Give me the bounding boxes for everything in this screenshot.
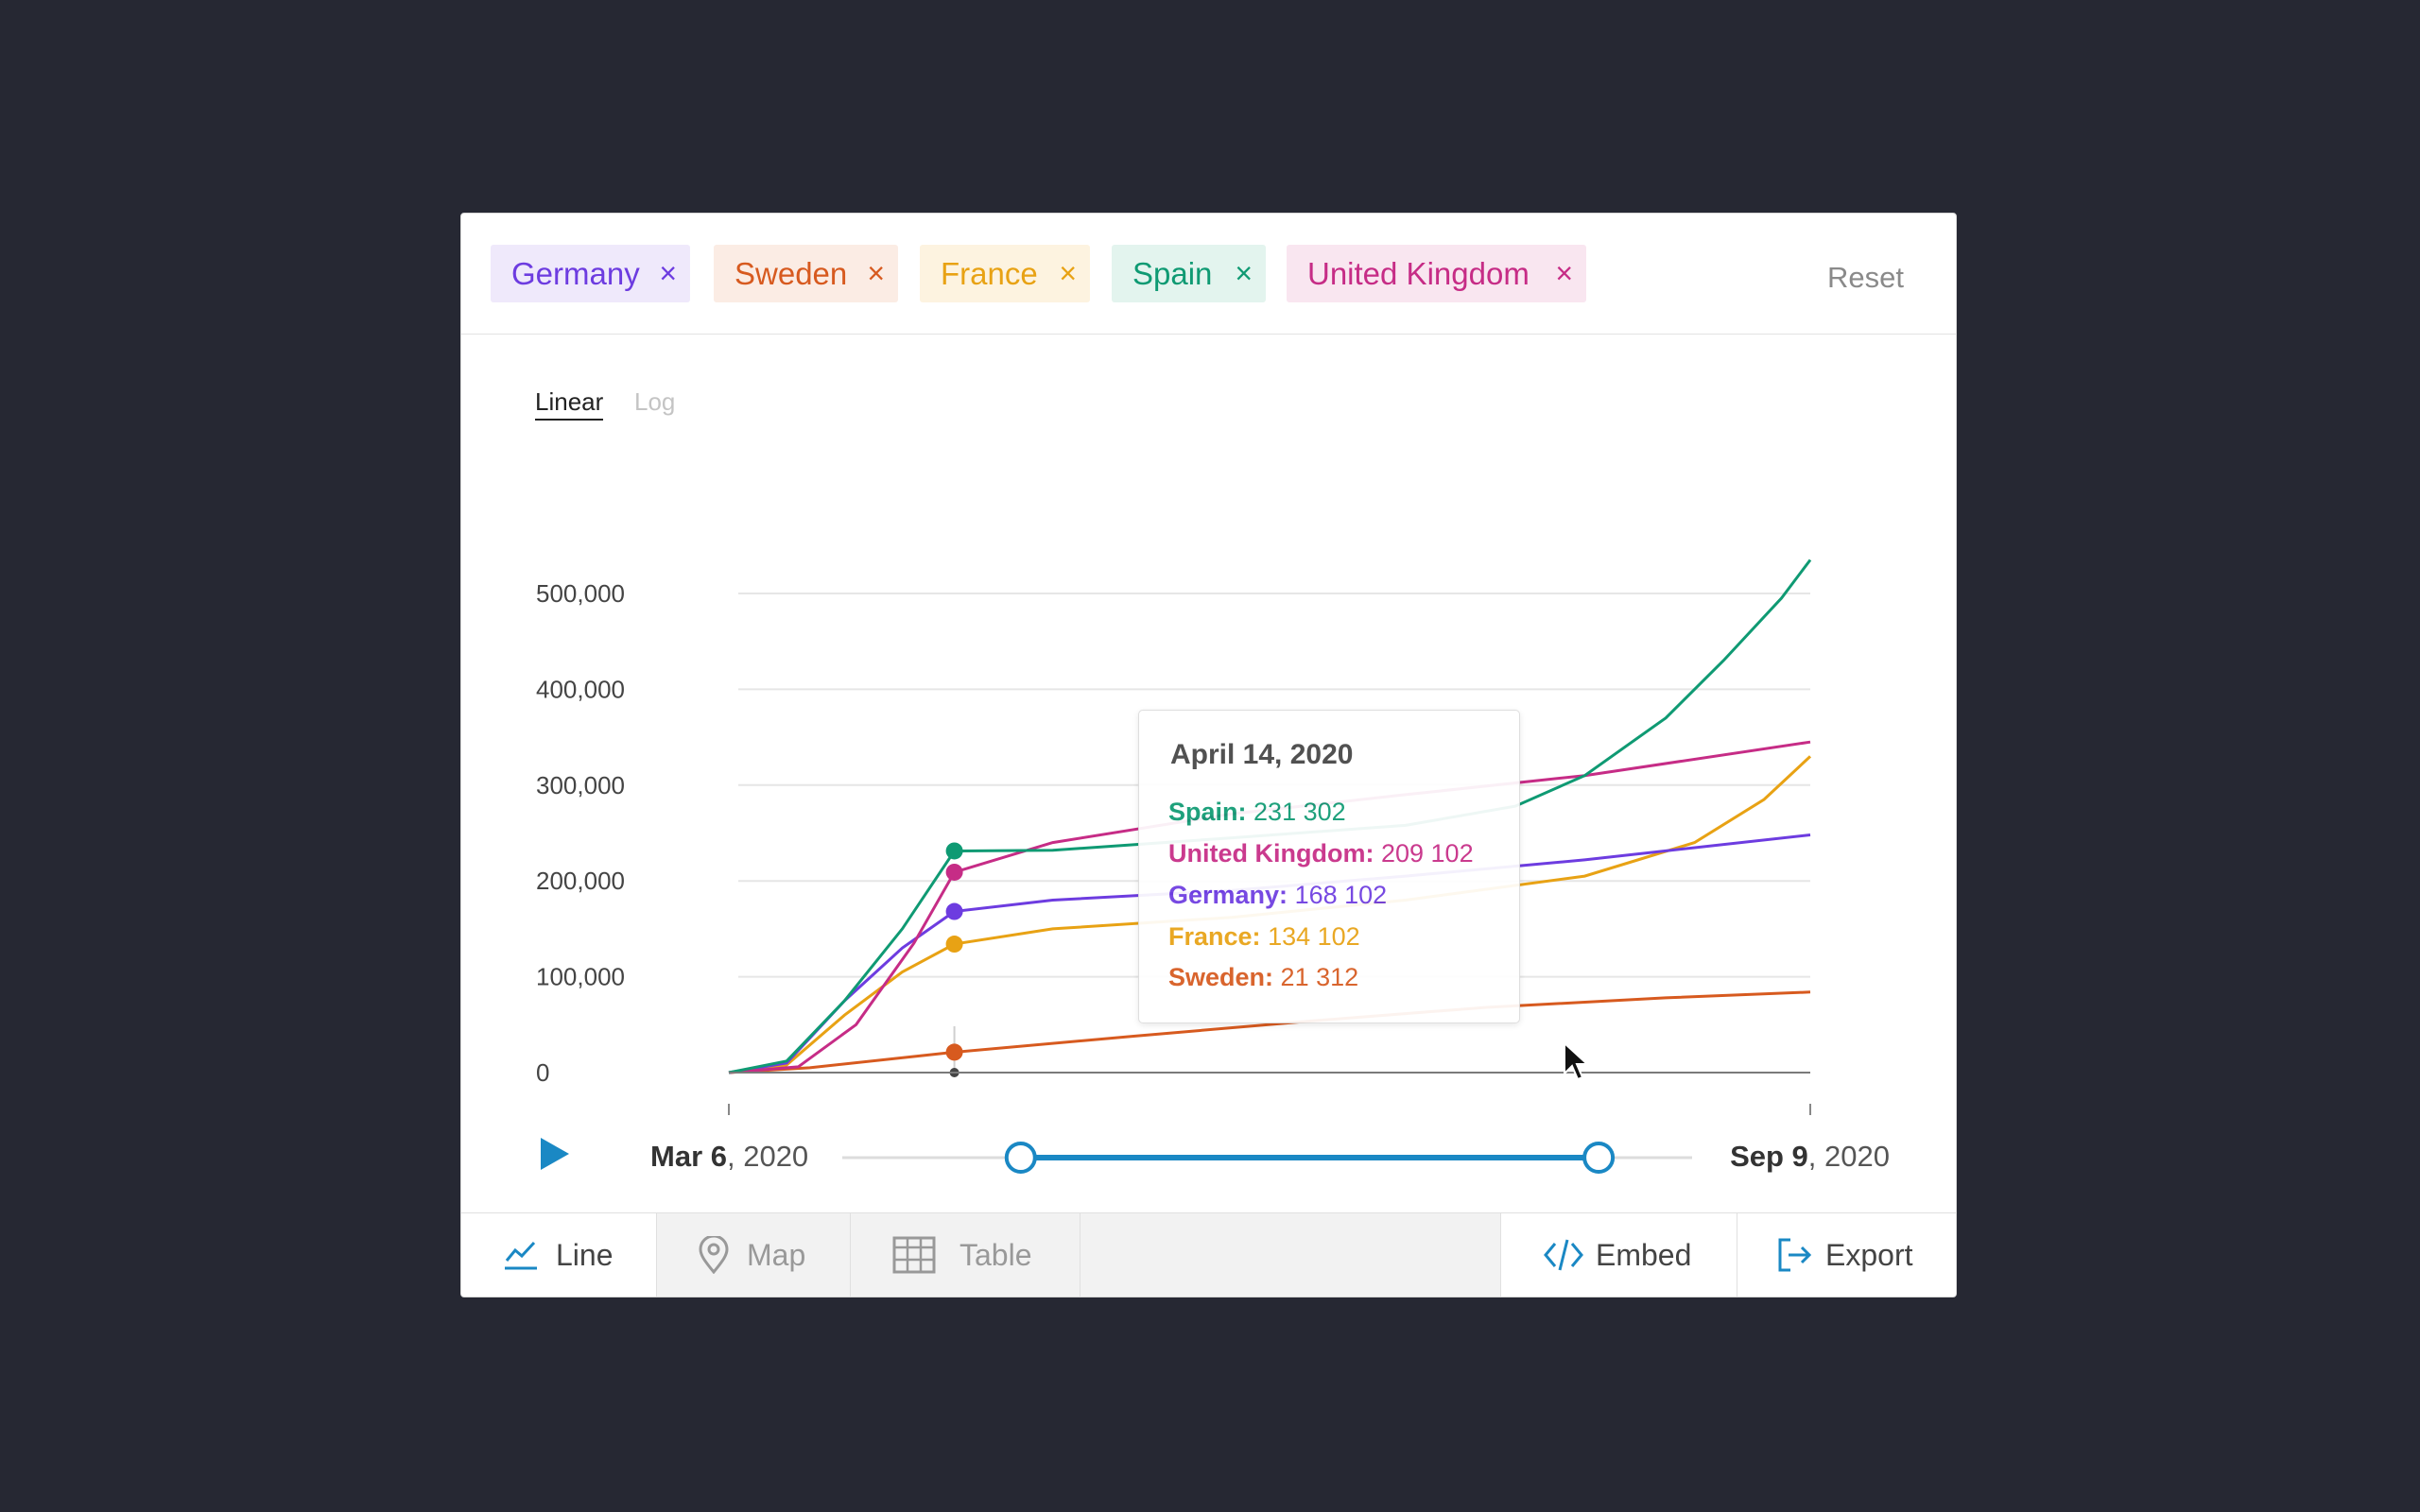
chip-spain[interactable]: Spain × [1112,245,1266,302]
y-tick-label: 100,000 [536,963,625,991]
map-pin-icon [699,1236,729,1274]
timeline-slider[interactable] [461,214,1957,1215]
chip-sweden[interactable]: Sweden × [714,245,898,302]
tooltip-value: 168 102 [1294,881,1388,909]
end-date-year: , 2020 [1807,1140,1890,1173]
remove-germany-icon[interactable]: × [659,256,677,290]
series-line-sweden [728,990,1811,1074]
mouse-pointer-icon [1564,1041,1590,1081]
remove-france-icon[interactable]: × [1059,256,1077,290]
chip-france[interactable]: France × [920,245,1090,302]
tooltip-value: 209 102 [1380,839,1474,868]
tooltip-country: United Kingdom: [1168,839,1374,868]
linear-scale-toggle[interactable]: Linear [535,387,604,421]
tooltip-row-sweden: Sweden: 21 312 [1168,963,1358,992]
y-tick-label: 300,000 [536,771,625,799]
remove-united-kingdom-icon[interactable]: × [1555,256,1573,290]
y-tick-label: 500,000 [536,579,625,608]
y-tick-label: 0 [536,1058,549,1087]
country-selector: Germany × Sweden × France × Spain × United K… [461,214,1956,335]
slider-start-handle[interactable] [1004,1142,1037,1174]
tooltip-country: France: [1168,922,1261,951]
export-label: Export [1825,1238,1913,1272]
end-date-bold: Sep 9 [1730,1140,1808,1173]
tab-map[interactable]: Map [657,1213,851,1297]
tab-table-label: Table [959,1238,1032,1272]
y-axis-ticks: 0 100,000 200,000 300,000 400,000 500,000 [536,579,625,1087]
tab-map-label: Map [747,1238,806,1272]
tab-table[interactable]: Table [851,1213,1080,1297]
chip-germany[interactable]: Germany × [491,245,690,302]
tooltip-row-united-kingdom: United Kingdom: 209 102 [1168,839,1474,868]
tooltip-value: 21 312 [1280,963,1359,991]
timeline-end-date: Sep 9, 2020 [1730,1140,1890,1174]
hover-point [945,902,963,920]
tooltip-country: Germany: [1168,881,1288,909]
reset-button[interactable]: Reset [1827,261,1904,294]
hover-point [945,842,963,860]
code-icon [1544,1239,1583,1271]
tooltip-row-germany: Germany: 168 102 [1168,881,1387,910]
chip-label: Sweden [735,256,848,291]
hover-tooltip: April 14, 2020 Spain: 231 302 United Kin… [1138,710,1520,1023]
slider-end-handle[interactable] [1582,1142,1616,1174]
table-icon [892,1236,936,1274]
y-tick-label: 400,000 [536,675,625,703]
line-chart-icon [505,1241,537,1270]
export-button[interactable]: Export [1737,1213,1956,1297]
tooltip-value: 134 102 [1268,922,1360,951]
hover-point [945,1043,963,1061]
hover-point [945,936,963,954]
timeline-start-date: Mar 6, 2020 [650,1140,808,1174]
chart-widget: Germany × Sweden × France × Spain × United K… [460,213,1957,1297]
embed-label: Embed [1596,1238,1692,1272]
chip-label: United Kingdom [1307,256,1530,291]
tab-line-label: Line [556,1238,614,1272]
view-tabs: Line Map Table Embed [461,1212,1956,1297]
tooltip-value: 231 302 [1253,798,1346,826]
remove-sweden-icon[interactable]: × [867,256,885,290]
tooltip-country: Spain: [1168,798,1247,826]
remove-spain-icon[interactable]: × [1235,256,1253,290]
start-date-year: , 2020 [726,1140,809,1173]
tooltip-row-france: France: 134 102 [1168,922,1360,952]
y-tick-label: 200,000 [536,867,625,895]
tooltip-date: April 14, 2020 [1170,739,1354,770]
hover-point [945,863,963,881]
embed-button[interactable]: Embed [1500,1213,1737,1297]
play-icon[interactable] [535,1135,573,1173]
tooltip-country: Sweden: [1168,963,1274,991]
tab-line[interactable]: Line [461,1213,657,1297]
chip-label: Spain [1132,256,1213,291]
export-icon [1778,1238,1812,1272]
tooltip-row-spain: Spain: 231 302 [1168,798,1346,827]
chip-united-kingdom[interactable]: United Kingdom × [1287,245,1586,302]
start-date-bold: Mar 6 [650,1140,727,1173]
chip-label: France [941,256,1038,291]
log-scale-toggle[interactable]: Log [634,387,676,416]
chip-label: Germany [511,256,640,291]
